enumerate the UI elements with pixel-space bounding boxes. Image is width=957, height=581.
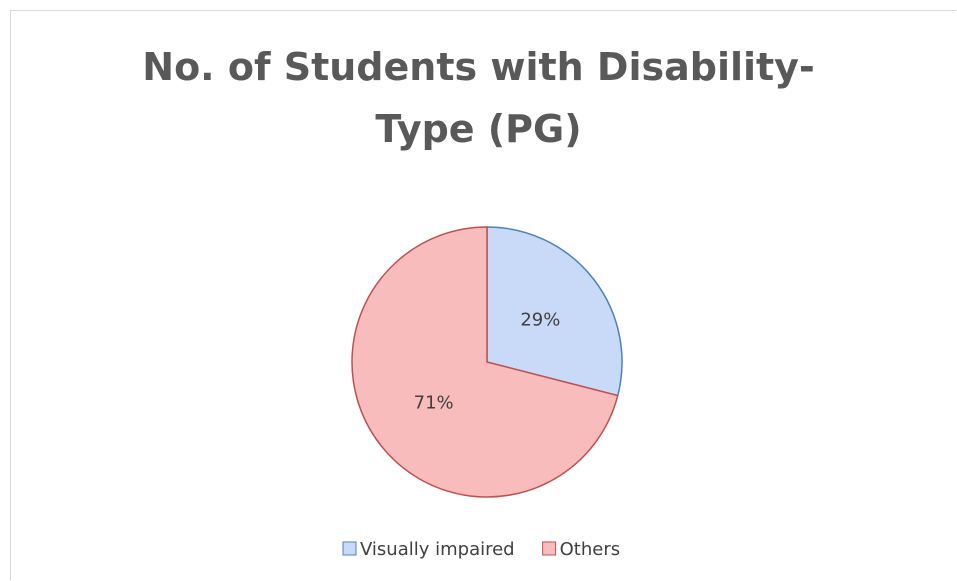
legend-swatch (342, 541, 357, 556)
pie-slice (486, 226, 623, 397)
legend-label: Visually impaired (360, 539, 515, 560)
pie-slice (351, 226, 619, 498)
legend-swatch (542, 541, 557, 556)
data-label: 71% (414, 392, 454, 413)
data-label: 29% (520, 310, 560, 331)
chart-title: No. of Students with Disability-Type (PG… (142, 45, 815, 151)
legend-label: Others (560, 539, 621, 560)
chart-frame (10, 10, 956, 580)
